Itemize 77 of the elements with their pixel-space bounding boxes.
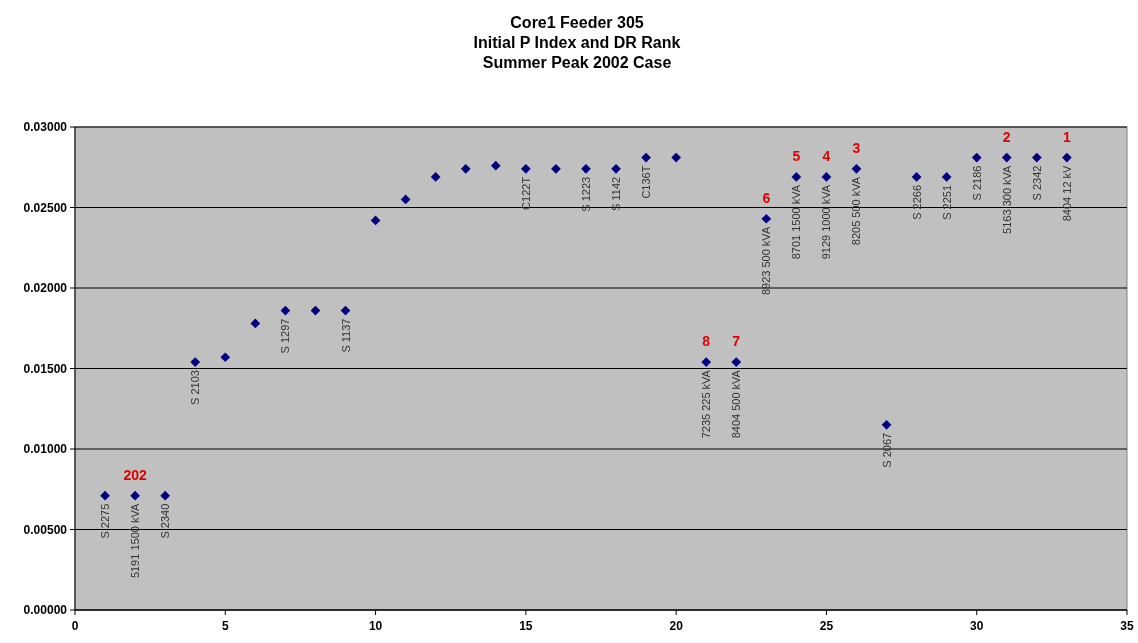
- y-tick-label: 0.01000: [23, 442, 68, 457]
- point: [881, 420, 892, 430]
- point: [130, 490, 140, 501]
- point: [1001, 152, 1012, 163]
- annotation: 7: [732, 333, 741, 350]
- annotation: C122T: [519, 176, 532, 210]
- annotation: S 2266: [910, 184, 923, 220]
- annotation: S 1223: [579, 176, 592, 212]
- annotation: 8205 500 kVA: [850, 176, 863, 246]
- point: [671, 152, 681, 163]
- point: [220, 352, 231, 363]
- annotation: C136T: [640, 165, 653, 199]
- annotation: S 2340: [159, 503, 172, 539]
- x-tick-label: 30: [970, 619, 984, 633]
- annotation: S 1137: [339, 318, 352, 353]
- annotation: 6: [762, 189, 771, 206]
- point: [851, 164, 862, 174]
- x-tick-label: 25: [819, 619, 834, 633]
- point: [971, 152, 982, 163]
- x-tick-label: 0: [71, 619, 79, 633]
- y-tick-label: 0.00000: [23, 603, 68, 618]
- point: [521, 164, 531, 174]
- point: [400, 194, 411, 205]
- point: [100, 490, 110, 501]
- annotation: S 2103: [189, 370, 202, 405]
- point: [581, 164, 591, 174]
- annotation: S 2186: [970, 165, 983, 201]
- annotation: 8701 1500 kVA: [790, 184, 803, 260]
- x-tick-label: 15: [519, 619, 533, 633]
- point: [761, 213, 772, 224]
- point: [791, 172, 802, 182]
- annotation: S 1297: [279, 318, 292, 354]
- x-tick-label: 5: [221, 619, 229, 633]
- annotation: S 2342: [1030, 165, 1043, 201]
- annotation: 1: [1062, 128, 1071, 145]
- annotation: 9129 1000 kVA: [820, 184, 833, 260]
- point: [190, 357, 201, 367]
- x-tick-label: 35: [1120, 619, 1134, 633]
- annotation: 7235 225 kVA: [700, 369, 713, 439]
- point: [1031, 152, 1042, 163]
- annotation: S 2275: [99, 503, 112, 539]
- point: [731, 357, 742, 367]
- annotation: S 2251: [940, 184, 953, 220]
- point: [641, 152, 651, 163]
- annotation: 3: [852, 139, 861, 156]
- point: [911, 172, 922, 182]
- point: [701, 357, 712, 367]
- annotation: 202: [123, 466, 148, 483]
- point: [280, 305, 291, 316]
- chart-title: Core1 Feeder 305 Initial P Index and DR Rank Summer Peak 2002 Case: [473, 14, 681, 71]
- point: [821, 172, 832, 182]
- point: [490, 160, 501, 171]
- annotation: 5163 300 kVA: [1000, 164, 1013, 234]
- point: [941, 172, 952, 182]
- annotation: 8404 12 kV: [1060, 164, 1073, 222]
- y-tick-label: 0.03000: [23, 120, 68, 135]
- x-tick-label: 20: [669, 619, 684, 633]
- point: [1062, 152, 1072, 163]
- annotation: 5: [792, 147, 801, 164]
- point: [370, 215, 381, 226]
- point: [250, 318, 261, 329]
- y-tick-label: 0.00500: [23, 522, 68, 537]
- annotation: 8: [702, 333, 711, 350]
- annotation: S 1142: [610, 176, 623, 211]
- y-tick-label: 0.02500: [23, 200, 68, 215]
- annotation: 5191 1500 kVA: [129, 503, 142, 579]
- point: [160, 490, 171, 501]
- point: [551, 164, 561, 174]
- annotation: 4: [822, 147, 831, 164]
- annotation: 8404 500 kVA: [730, 369, 743, 439]
- point: [430, 172, 441, 182]
- y-tick-label: 0.01500: [23, 361, 68, 376]
- annotation: 2: [1002, 128, 1011, 145]
- point: [460, 164, 471, 174]
- y-tick-label: 0.02000: [23, 281, 68, 296]
- x-tick-label: 10: [368, 619, 383, 633]
- point: [611, 164, 621, 174]
